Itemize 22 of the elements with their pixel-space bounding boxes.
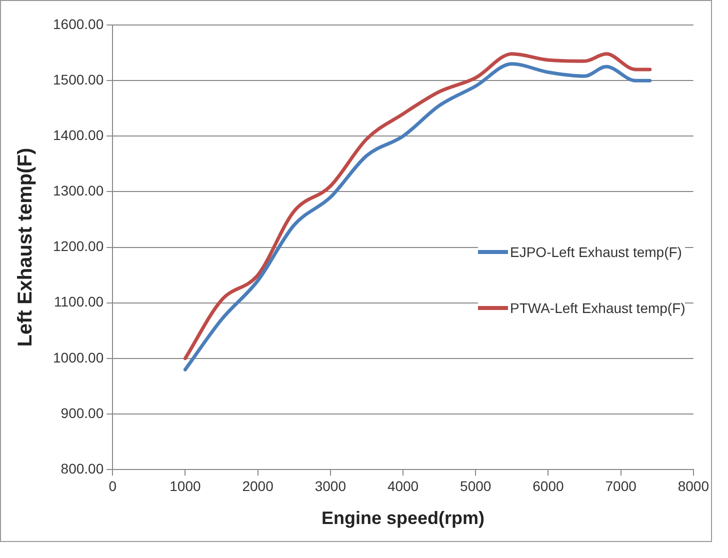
y-tick-label: 1200.00 [52, 238, 104, 254]
y-tick-label: 1400.00 [52, 127, 104, 144]
x-tick-label: 3000 [314, 478, 346, 494]
x-axis-title: Engine speed(rpm) [322, 508, 485, 528]
y-tick-label: 1100.00 [54, 294, 104, 310]
y-axis-title: Left Exhaust temp(F) [14, 148, 37, 347]
legend-label: PTWA-Left Exhaust temp(F) [510, 300, 686, 316]
y-tick-label: 800.00 [60, 460, 104, 476]
y-tick-label: 900.00 [60, 404, 104, 421]
x-tick-label: 8000 [678, 478, 710, 494]
x-tick-label: 1000 [170, 478, 201, 494]
y-tick-label: 1300.00 [52, 182, 104, 199]
x-tick-label: 6000 [532, 478, 564, 494]
legend-label: EJPO-Left Exhaust temp(F) [510, 244, 682, 260]
x-tick-label: 5000 [460, 478, 492, 494]
x-tick-label: 0 [108, 478, 117, 494]
y-tick-label: 1600.00 [52, 16, 104, 32]
x-tick-label: 7000 [605, 478, 637, 494]
x-tick-label: 4000 [387, 478, 419, 494]
x-tick-label: 2000 [242, 478, 274, 494]
y-tick-label: 1500.00 [52, 71, 104, 88]
y-tick-label: 1000.00 [52, 349, 104, 366]
